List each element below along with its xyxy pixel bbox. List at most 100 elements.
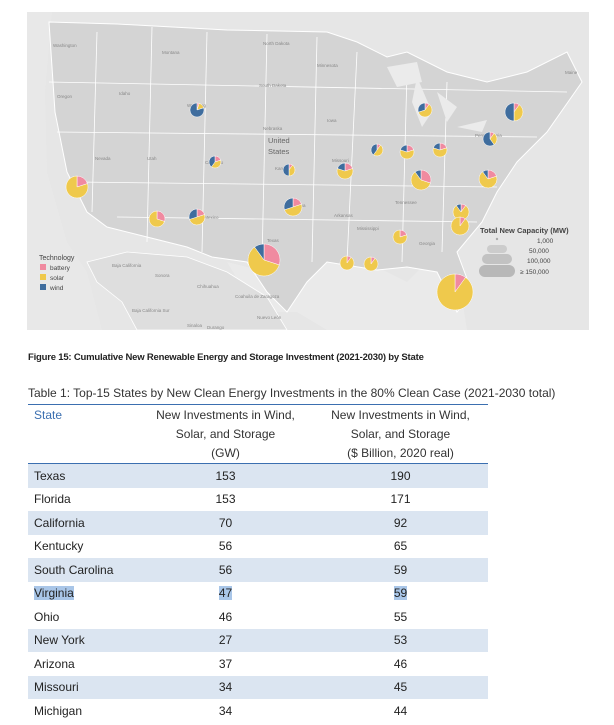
cell-state: Texas xyxy=(28,463,138,488)
pie-pennsylvania xyxy=(482,131,498,147)
label-minnesota: Minnesota xyxy=(317,63,338,68)
label-missouri: Missouri xyxy=(332,158,349,163)
capacity-legend-50000: 50,000 xyxy=(529,248,549,255)
label-baja-california-sur: Baja California Sur xyxy=(132,308,170,313)
pie-slice-wind xyxy=(455,203,462,213)
label-texas: Texas xyxy=(267,238,280,243)
capacity-legend-100000: 100,000 xyxy=(527,258,551,265)
label-south-dakota: South Dakota xyxy=(259,83,287,88)
label-nuevo-leon: Nuevo León xyxy=(257,315,282,320)
pie-slice-wind xyxy=(208,155,216,168)
country-label-line2: States xyxy=(268,147,290,156)
legend-label-solar: solar xyxy=(50,275,65,282)
pie-slice-wind xyxy=(414,169,422,181)
legend-title: Technology xyxy=(39,255,75,262)
pacific-ocean xyxy=(27,12,102,330)
pie-tennessee xyxy=(392,229,408,245)
cell-gw: 37 xyxy=(218,656,233,671)
label-utah: Utah xyxy=(147,156,157,161)
label-durango: Durango xyxy=(207,325,225,330)
pie-slice-wind xyxy=(337,162,346,172)
pie-slice-solar xyxy=(450,216,470,236)
pie-slice-solar xyxy=(148,210,165,228)
cell-gw: 56 xyxy=(138,558,313,582)
pie-michigan xyxy=(417,102,433,118)
pie-wyoming xyxy=(189,102,205,118)
pie-ohio xyxy=(432,142,448,158)
label-mississippi: Mississippi xyxy=(357,226,379,231)
cell-gw: 34 xyxy=(138,675,313,699)
pie-slice-wind xyxy=(504,102,515,122)
capacity-legend-marker-4 xyxy=(479,265,515,277)
pie-markers xyxy=(65,102,524,311)
selected-text: 47 xyxy=(218,586,233,601)
cell-state: Missouri xyxy=(28,675,138,699)
legend-label-battery: battery xyxy=(50,265,71,272)
pie-slice-solar xyxy=(432,147,448,158)
label-sinaloa: Sinaloa xyxy=(187,323,203,328)
table-row: Texas 153 190 xyxy=(28,463,488,488)
pie-oklahoma xyxy=(283,197,303,217)
legend-swatch-battery xyxy=(40,264,46,270)
capacity-legend-marker-2 xyxy=(487,245,507,253)
cell-state: Arizona xyxy=(34,656,75,671)
pie-slice-wind xyxy=(433,142,441,151)
mexico-landmass xyxy=(86,251,288,330)
pie-new-york xyxy=(504,102,524,122)
cell-gw: 153 xyxy=(215,492,236,507)
cell-gw: 56 xyxy=(218,539,233,554)
pie-slice-solar xyxy=(373,144,384,157)
cell-usd: 55 xyxy=(393,609,408,624)
header-gw: New Investments in Wind, Solar, and Stor… xyxy=(138,406,313,464)
figure-caption: Figure 15: Cumulative New Renewable Ener… xyxy=(28,352,424,363)
pie-california xyxy=(65,175,89,199)
pie-slice-wind xyxy=(282,163,290,177)
header-gw-line1: New Investments in Wind, xyxy=(156,408,295,422)
technology-legend: Technology battery solar wind xyxy=(39,255,75,292)
pie-missouri xyxy=(336,162,354,180)
cell-usd: 53 xyxy=(313,628,488,652)
capacity-legend-150000: ≥ 150,000 xyxy=(520,269,549,276)
cell-usd: 171 xyxy=(390,492,411,507)
pie-slice-wind xyxy=(482,131,495,147)
capacity-legend-title: Total New Capacity (MW) xyxy=(480,226,569,235)
capacity-legend: Total New Capacity (MW) 1,000 50,000 100… xyxy=(479,226,569,277)
legend-swatch-solar xyxy=(40,274,46,280)
pie-slice-wind xyxy=(283,197,294,211)
legend-swatch-wind xyxy=(40,284,46,290)
label-kansas: Kansas xyxy=(275,166,291,171)
header-usd-line1: New Investments in Wind, xyxy=(331,408,470,422)
cell-usd: 65 xyxy=(393,539,408,554)
cell-usd: 46 xyxy=(393,656,408,671)
table-row: Missouri 34 45 xyxy=(28,675,488,699)
capacity-legend-marker-1 xyxy=(495,237,499,241)
label-nevada: Nevada xyxy=(95,156,111,161)
table-row: Florida 153 171 xyxy=(28,488,488,512)
pie-illinois xyxy=(370,143,384,157)
pie-slice-solar xyxy=(189,214,206,226)
pie-slice-wind xyxy=(417,102,426,113)
cell-usd: 59 xyxy=(313,558,488,582)
cell-state: California xyxy=(28,511,138,535)
cell-usd: 59 xyxy=(313,582,488,606)
label-iowa: Iowa xyxy=(327,118,337,123)
pie-texas xyxy=(247,243,281,277)
table-row: California 70 92 xyxy=(28,511,488,535)
cell-gw: 70 xyxy=(138,511,313,535)
pie-slice-solar xyxy=(478,171,498,189)
pie-slice-solar xyxy=(410,171,431,191)
cell-state: Ohio xyxy=(34,609,60,624)
label-nebraska: Nebraska xyxy=(263,126,283,131)
label-arkansas: Arkansas xyxy=(334,213,354,218)
pie-slice-solar xyxy=(65,175,89,199)
cell-gw: 27 xyxy=(138,628,313,652)
capacity-legend-1000: 1,000 xyxy=(537,238,554,245)
cell-usd: 190 xyxy=(313,463,488,488)
pie-slice-solar xyxy=(363,256,379,272)
pie-colorado xyxy=(208,155,222,169)
cell-state: South Carolina xyxy=(28,558,138,582)
pie-indiana xyxy=(399,144,415,160)
header-gw-line2: Solar, and Storage xyxy=(175,427,276,441)
pie-slice-solar xyxy=(247,246,280,277)
table-top-rule xyxy=(28,404,488,405)
